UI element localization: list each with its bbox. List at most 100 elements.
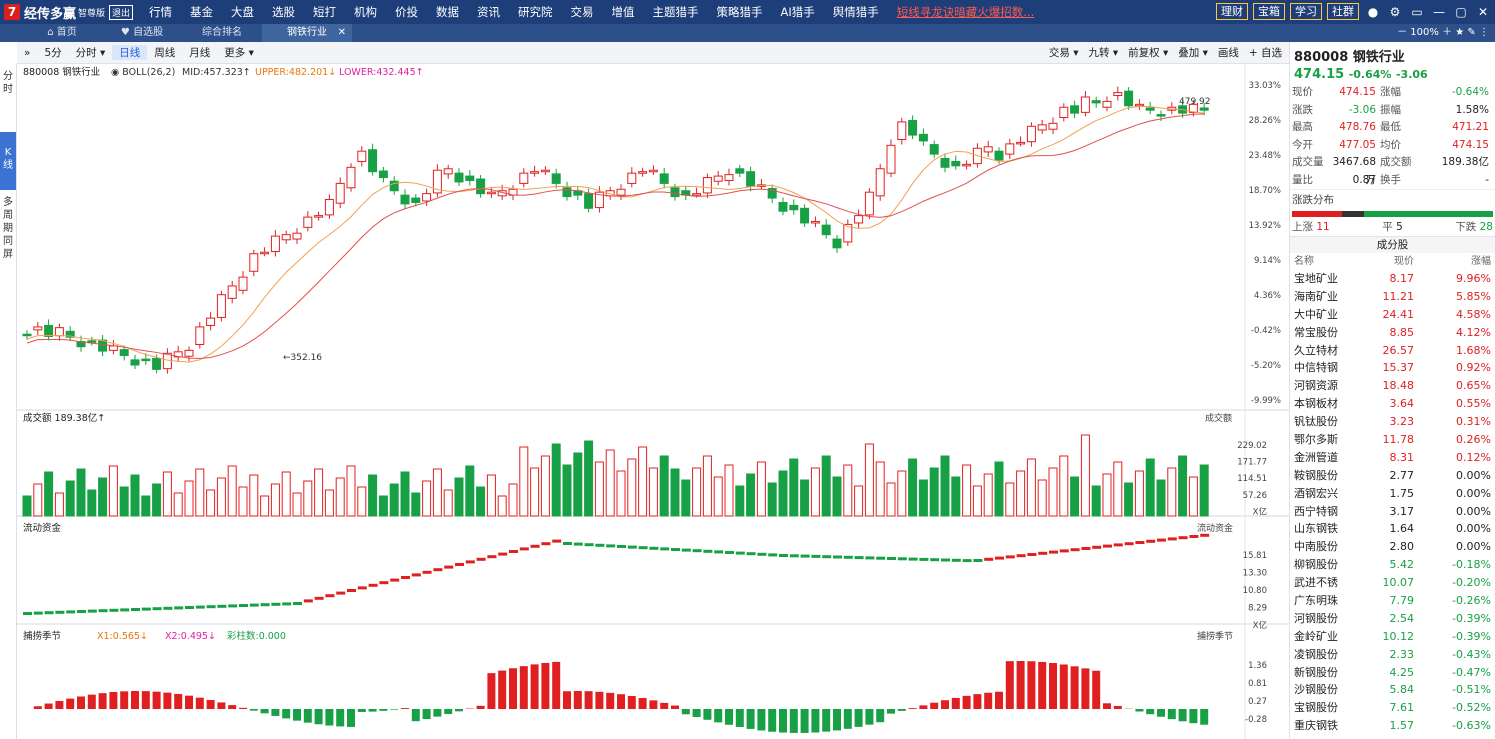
- view-fenshi[interactable]: 分时: [3, 71, 13, 95]
- top-button-3[interactable]: 社群: [1327, 3, 1359, 20]
- stock-row[interactable]: 山东钢铁 1.64 0.00%: [1290, 520, 1495, 538]
- heart-icon: ♥: [120, 27, 134, 38]
- period-0[interactable]: 5分: [44, 47, 62, 59]
- stock-row[interactable]: 宝钢股份 7.61 -0.52%: [1290, 699, 1495, 717]
- view-multi-period[interactable]: 多周期同屏: [3, 197, 13, 260]
- menu-item-7[interactable]: 数据: [436, 5, 459, 19]
- stock-row[interactable]: 大中矿业 24.41 4.58%: [1290, 306, 1495, 324]
- stock-row[interactable]: 海南矿业 11.21 5.85%: [1290, 288, 1495, 306]
- tab-1[interactable]: ♥ 自选股: [102, 24, 182, 42]
- tool-2[interactable]: 前复权 ▾: [1128, 47, 1169, 59]
- menu-item-15[interactable]: 舆情猎手: [832, 5, 879, 19]
- menu-item-1[interactable]: 基金: [190, 5, 213, 19]
- menu-item-4[interactable]: 短打: [313, 5, 336, 19]
- flow-mark: [509, 550, 518, 553]
- stock-row[interactable]: 凌钢股份 2.33 -0.43%: [1290, 646, 1495, 664]
- stock-row[interactable]: 宝地矿业 8.17 9.96%: [1290, 270, 1495, 288]
- top-button-1[interactable]: 宝箱: [1253, 3, 1285, 20]
- menu-item-14[interactable]: AI猎手: [780, 5, 815, 19]
- flow-mark: [746, 552, 756, 556]
- stock-name: 鄂尔多斯: [1294, 433, 1338, 447]
- menu-item-12[interactable]: 主题猎手: [652, 5, 699, 19]
- user-icon[interactable]: ●: [1367, 4, 1379, 19]
- stock-row[interactable]: 重庆钢铁 1.57 -0.63%: [1290, 717, 1495, 735]
- tool-5[interactable]: + 自选: [1248, 47, 1282, 59]
- volume-bar: [76, 468, 86, 517]
- menu-item-9[interactable]: 研究院: [518, 5, 553, 19]
- period-3[interactable]: 周线: [154, 47, 176, 59]
- menu-item-10[interactable]: 交易: [570, 5, 594, 19]
- indicator-name[interactable]: ◉ BOLL(26,2): [111, 67, 175, 78]
- period-5[interactable]: 更多 ▾: [224, 47, 254, 59]
- stock-row[interactable]: 河钢资源 18.48 0.65%: [1290, 377, 1495, 395]
- cycle-bar: [401, 708, 409, 709]
- stock-row[interactable]: 金岭矿业 10.12 -0.39%: [1290, 628, 1495, 646]
- tab-2[interactable]: 综合排名: [182, 24, 262, 42]
- menu-item-13[interactable]: 策略猎手: [716, 5, 763, 19]
- menu-item-11[interactable]: 增值: [611, 5, 635, 19]
- stock-row[interactable]: 新钢股份 4.25 -0.47%: [1290, 664, 1495, 682]
- quote-value: 189.38亿: [1441, 156, 1489, 168]
- tool-1[interactable]: 九转 ▾: [1088, 47, 1119, 59]
- stock-row[interactable]: 中信特钢 15.37 0.92%: [1290, 359, 1495, 377]
- logo-icon: 7: [4, 4, 20, 20]
- menu-item-2[interactable]: 大盘: [231, 5, 254, 19]
- tab-3[interactable]: 钢铁行业 ✕: [262, 24, 352, 42]
- tool-0[interactable]: 交易 ▾: [1048, 47, 1079, 59]
- stock-row[interactable]: 鞍钢股份 2.77 0.00%: [1290, 467, 1495, 485]
- menu-icon[interactable]: ⋮: [1479, 27, 1489, 38]
- exit-button[interactable]: 退出: [109, 4, 134, 20]
- cycle-bar: [77, 696, 85, 709]
- collapse-icon[interactable]: »: [24, 46, 31, 59]
- period-1[interactable]: 分时 ▾: [75, 47, 106, 59]
- top-button-2[interactable]: 学习: [1290, 3, 1322, 20]
- stock-row[interactable]: 本钢板材 3.64 0.55%: [1290, 395, 1495, 413]
- pin-icon[interactable]: ✎: [1467, 27, 1476, 38]
- stock-row[interactable]: 久立特材 26.57 1.68%: [1290, 342, 1495, 360]
- ad-ticker[interactable]: 短线寻龙诀暗藏火爆招数...: [896, 5, 1035, 19]
- gear-icon[interactable]: ⚙: [1389, 4, 1401, 19]
- restore-icon[interactable]: ▢: [1455, 4, 1467, 19]
- stock-row[interactable]: 中南股份 2.80 0.00%: [1290, 538, 1495, 556]
- kline-chart-area[interactable]: 880008 钢铁行业 ◉ BOLL(26,2) MID:457.323↑ UPPER…: [17, 64, 1289, 739]
- stock-row[interactable]: 金洲管道 8.31 0.12%: [1290, 449, 1495, 467]
- candle: [432, 169, 442, 194]
- top-button-0[interactable]: 理财: [1216, 3, 1248, 20]
- menu-item-0[interactable]: 行情: [149, 5, 172, 19]
- tool-4[interactable]: 画线: [1217, 47, 1239, 59]
- stock-row[interactable]: 酒钢宏兴 1.75 0.00%: [1290, 485, 1495, 503]
- menu-item-5[interactable]: 机构: [354, 5, 377, 19]
- flow-mark: [962, 559, 972, 563]
- stock-row[interactable]: 鄂尔多斯 11.78 0.26%: [1290, 431, 1495, 449]
- zoom-out-button[interactable]: －: [1397, 27, 1408, 38]
- cycle-bar: [249, 709, 258, 711]
- stock-row[interactable]: 沙钢股份 5.84 -0.51%: [1290, 681, 1495, 699]
- stock-row[interactable]: 常宝股份 8.85 4.12%: [1290, 324, 1495, 342]
- stock-change: -0.47%: [1452, 665, 1491, 679]
- stock-row[interactable]: 西宁特钢 3.17 0.00%: [1290, 503, 1495, 521]
- stock-row[interactable]: 武进不锈 10.07 -0.20%: [1290, 574, 1495, 592]
- close-tab-icon[interactable]: ✕: [337, 27, 346, 38]
- volume-bar: [368, 474, 378, 517]
- window-icon[interactable]: ▭: [1411, 4, 1423, 19]
- stock-row[interactable]: 河钢股份 2.54 -0.39%: [1290, 610, 1495, 628]
- menu-item-6[interactable]: 价投: [395, 5, 418, 19]
- app-logo[interactable]: 7 经传多赢 智尊版 退出: [0, 3, 140, 22]
- boll-mid: MID:457.323↑: [182, 67, 251, 78]
- minimize-icon[interactable]: —: [1433, 4, 1445, 19]
- tab-0[interactable]: ⌂ 首页: [22, 24, 102, 42]
- period-4[interactable]: 月线: [189, 47, 211, 59]
- stock-row[interactable]: 钒钛股份 3.23 0.31%: [1290, 413, 1495, 431]
- menu-item-8[interactable]: 资讯: [477, 5, 500, 19]
- stock-row[interactable]: 柳钢股份 5.42 -0.18%: [1290, 556, 1495, 574]
- tool-3[interactable]: 叠加 ▾: [1178, 47, 1208, 59]
- cycle-bar: [357, 709, 366, 712]
- star-icon[interactable]: ★: [1455, 27, 1465, 38]
- period-2[interactable]: 日线: [112, 45, 148, 60]
- stock-row[interactable]: 广东明珠 7.79 -0.26%: [1290, 592, 1495, 610]
- zoom-in-button[interactable]: ＋: [1442, 27, 1453, 38]
- close-icon[interactable]: ✕: [1477, 4, 1489, 19]
- menu-item-3[interactable]: 选股: [272, 5, 295, 19]
